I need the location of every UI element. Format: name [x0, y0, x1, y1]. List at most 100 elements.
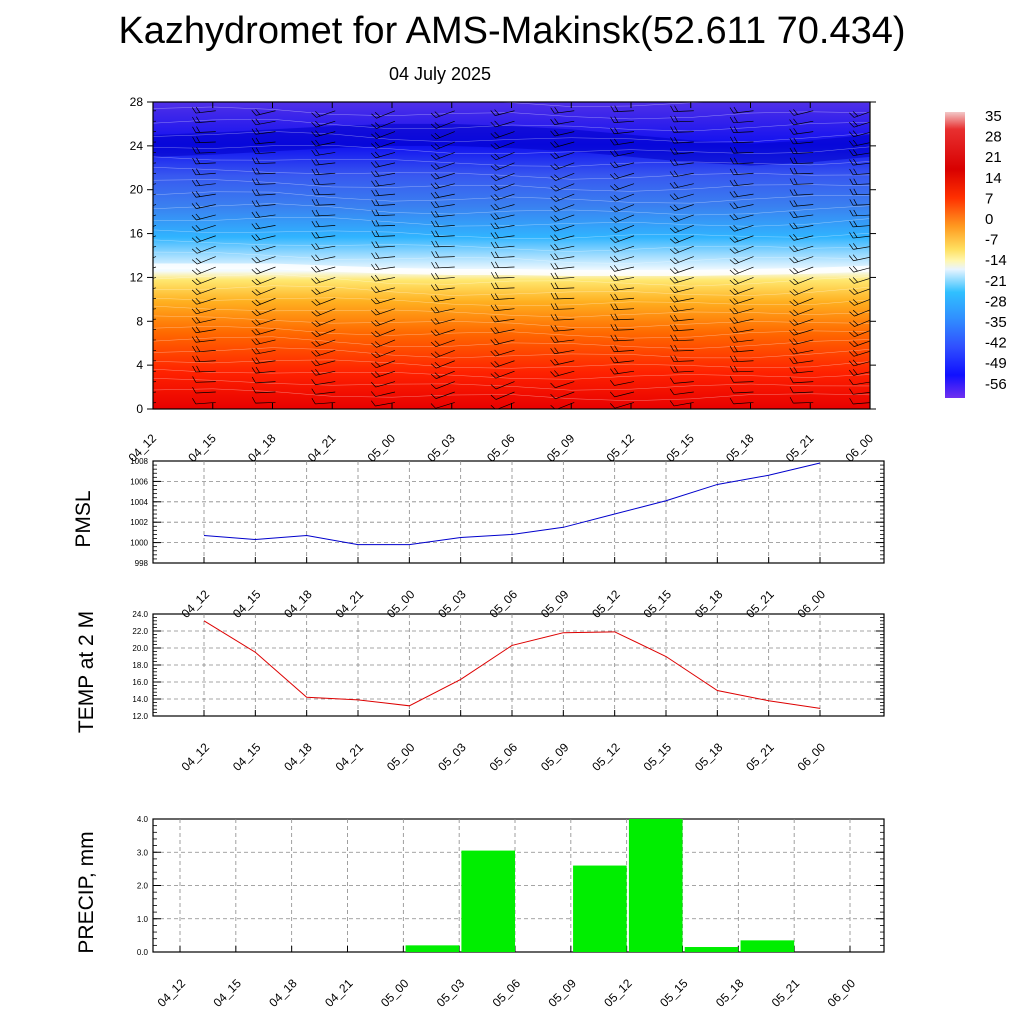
x-tick-label: 05_18 — [713, 976, 747, 1010]
colorbar-label: -7 — [985, 232, 998, 249]
wind-barb — [729, 345, 754, 353]
wind-barb — [550, 391, 575, 400]
wind-barb — [490, 183, 515, 191]
wind-barb — [729, 202, 754, 209]
wind-barb — [430, 329, 455, 336]
wind-barb — [371, 252, 396, 259]
wind-barb — [311, 254, 336, 262]
wind-barb — [251, 397, 276, 404]
wind-barb — [371, 170, 396, 178]
wind-barbs — [153, 105, 870, 409]
wind-barb — [191, 225, 216, 232]
wind-barb — [789, 357, 814, 364]
x-tick-label: 04_15 — [230, 587, 264, 621]
colorbar-label: -28 — [985, 293, 1007, 310]
x-tick-label: 05_18 — [692, 740, 726, 774]
wind-barb — [669, 286, 694, 293]
wind-barb — [191, 297, 216, 305]
y-tick-label: 20.0 — [132, 644, 148, 653]
isotherm-contour — [153, 203, 870, 216]
wind-barb — [610, 138, 635, 146]
colorbar-label: -35 — [985, 314, 1007, 331]
wind-barb — [490, 391, 515, 400]
x-tick-label: 05_03 — [435, 740, 469, 774]
x-tick-label: 05_03 — [434, 976, 468, 1010]
x-tick-label: 04_18 — [266, 976, 300, 1010]
isotherm-contour — [153, 179, 870, 192]
y-tick-label: 1006 — [130, 477, 148, 486]
isotherm-contour — [153, 359, 870, 369]
wind-barb — [670, 377, 694, 384]
wind-barb — [371, 241, 396, 248]
wind-barb — [251, 287, 276, 296]
x-tick-label: 05_21 — [743, 740, 777, 774]
wind-barb — [729, 168, 754, 176]
wind-barb — [610, 116, 635, 123]
x-tick-label: 05_06 — [487, 740, 521, 774]
wind-barb — [610, 105, 635, 113]
wind-barb — [729, 224, 754, 232]
wind-barb — [192, 168, 216, 176]
wind-barb — [251, 128, 276, 135]
wind-barb — [191, 326, 216, 334]
precip-bar — [628, 819, 683, 952]
wind-barb — [311, 359, 336, 367]
x-tick-label: 04_21 — [322, 976, 356, 1010]
wind-barb — [610, 204, 635, 213]
wind-barb — [251, 222, 276, 230]
wind-barb — [550, 107, 575, 114]
isotherm-contour — [153, 239, 870, 252]
wind-barb — [490, 271, 515, 279]
colorbar-scale — [945, 112, 965, 398]
wind-barb — [371, 263, 396, 271]
y-tick-label: 998 — [135, 559, 149, 568]
wind-barb — [192, 365, 216, 373]
wind-barb — [550, 324, 575, 332]
wind-barb — [550, 336, 575, 343]
wind-barb — [311, 130, 336, 137]
wind-barb — [311, 158, 336, 166]
wind-barb — [550, 214, 575, 222]
wind-barb — [789, 157, 814, 165]
wind-barb — [729, 355, 754, 363]
x-tick-label: 05_03 — [435, 587, 469, 621]
wind-barb — [669, 181, 694, 189]
wind-barb — [311, 168, 336, 176]
y-axis-label: PRECIP, mm — [75, 831, 98, 953]
wind-barb — [670, 147, 694, 155]
y-tick-label: 24.0 — [132, 610, 148, 619]
wind-barb — [311, 297, 336, 306]
wind-barb — [729, 116, 754, 124]
wind-barb — [729, 307, 754, 315]
wind-barb — [191, 277, 216, 285]
isotherm-contour — [153, 297, 870, 307]
wind-barb — [729, 297, 754, 305]
tropopause-band — [153, 123, 870, 166]
wind-barb — [610, 193, 635, 202]
wind-barb — [610, 334, 635, 342]
wind-barb — [490, 349, 515, 357]
isotherm-contour — [153, 273, 870, 287]
wind-barb — [431, 251, 455, 258]
wind-barb — [490, 261, 515, 269]
x-tick-label: 05_00 — [378, 976, 412, 1010]
wind-barb — [490, 162, 515, 171]
wind-barb — [311, 199, 336, 206]
wind-barb — [609, 172, 635, 180]
wind-barb — [311, 339, 336, 347]
isotherm-contour — [153, 119, 870, 132]
wind-barb — [550, 183, 575, 192]
wind-barb — [311, 178, 336, 186]
wind-barb — [430, 381, 455, 390]
wind-barb — [550, 262, 575, 270]
heatmap-y-tick-label: 24 — [130, 139, 144, 153]
wind-barb — [670, 105, 694, 112]
wind-barb — [251, 167, 276, 175]
wind-barb — [431, 230, 455, 238]
wind-barb — [430, 306, 455, 314]
wind-barb — [729, 157, 754, 165]
isotherm-contour — [153, 251, 870, 264]
y-tick-label: 1.0 — [137, 915, 149, 924]
wind-barb — [251, 109, 276, 116]
wind-barb — [789, 386, 814, 394]
